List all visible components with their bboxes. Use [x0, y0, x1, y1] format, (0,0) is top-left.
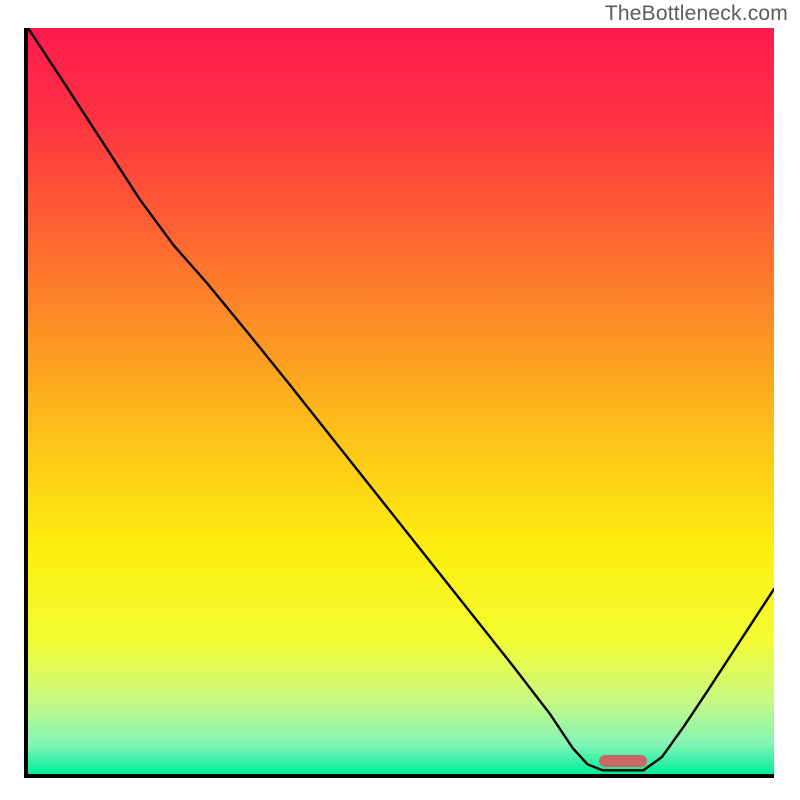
x-axis-line — [24, 774, 774, 778]
watermark-text: TheBottleneck.com — [605, 2, 788, 26]
chart-background-gradient — [28, 28, 774, 774]
y-axis-line — [24, 28, 28, 778]
chart-plot-area — [28, 28, 774, 774]
chart-svg — [28, 28, 774, 774]
optimal-range-marker — [599, 755, 647, 767]
